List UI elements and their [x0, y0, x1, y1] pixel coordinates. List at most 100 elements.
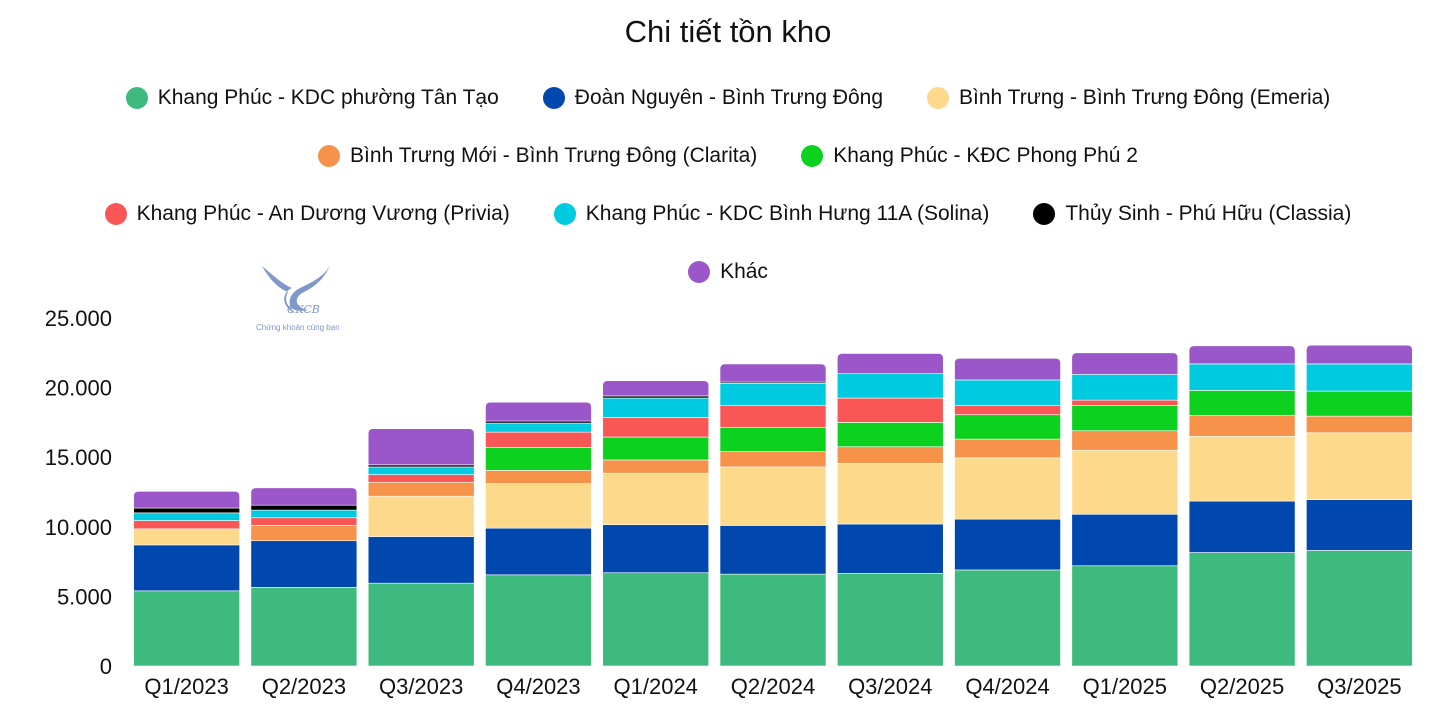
legend-item[interactable]: Khang Phúc - KĐC Phong Phú 2 [801, 144, 1138, 168]
legend-swatch [927, 87, 950, 109]
x-tick-label: Q3/2023 [379, 674, 463, 699]
bar-segment[interactable] [602, 459, 710, 474]
bar-segment[interactable] [1306, 550, 1413, 667]
bar-segment[interactable] [954, 358, 1061, 381]
bar-segment[interactable] [954, 379, 1061, 406]
bar-segment[interactable] [836, 397, 944, 423]
bar-segment[interactable] [1188, 390, 1296, 416]
bar-segment[interactable] [719, 525, 827, 575]
bar-segment[interactable] [1306, 499, 1413, 551]
bar-segment[interactable] [1306, 432, 1413, 500]
bar-segment[interactable] [1188, 415, 1296, 437]
legend-item[interactable]: Bình Trưng Mới - Bình Trưng Đông (Clarit… [318, 144, 757, 168]
bar-segment[interactable] [602, 436, 710, 461]
bar-segment[interactable] [719, 363, 827, 383]
bar-segment[interactable] [954, 518, 1061, 571]
bar-segment[interactable] [602, 395, 710, 399]
bar-segment[interactable] [133, 491, 240, 509]
bar-segment[interactable] [1071, 430, 1179, 451]
bar-segment[interactable] [836, 463, 944, 525]
bar-segment[interactable] [602, 397, 710, 418]
x-tick-label: Q2/2025 [1200, 674, 1284, 699]
bar-segment[interactable] [1071, 352, 1179, 375]
bar-segment[interactable] [719, 426, 827, 452]
bar-segment[interactable] [485, 420, 592, 424]
legend-item[interactable]: Khác [688, 260, 768, 284]
bar-segment[interactable] [836, 373, 944, 399]
bar-segment[interactable] [836, 353, 944, 374]
legend-label: Bình Trưng - Bình Trưng Đông (Emeria) [959, 86, 1331, 109]
bar-segment[interactable] [602, 524, 710, 574]
bar-segment[interactable] [250, 504, 358, 511]
bar-segment[interactable] [1306, 344, 1413, 365]
bar-segment[interactable] [367, 481, 475, 497]
bar-segment[interactable] [367, 582, 475, 667]
bar-segment[interactable] [367, 464, 475, 468]
bar-segment[interactable] [836, 523, 944, 574]
bar-segment[interactable] [836, 422, 944, 448]
bar-segment[interactable] [367, 428, 475, 466]
bar-segment[interactable] [1071, 399, 1179, 406]
bar-segment[interactable] [719, 573, 827, 667]
bar-segment[interactable] [367, 495, 475, 537]
bar-segment[interactable] [719, 451, 827, 468]
bar-segment[interactable] [485, 447, 592, 471]
legend-item[interactable]: Thủy Sinh - Phú Hữu (Classia) [1033, 202, 1351, 226]
bar-segment[interactable] [836, 446, 944, 464]
bar-segment[interactable] [1071, 513, 1179, 567]
bar-segment[interactable] [133, 520, 240, 530]
bar-segment[interactable] [1306, 415, 1413, 434]
legend-item[interactable]: Bình Trưng - Bình Trưng Đông (Emeria) [927, 86, 1330, 110]
legend-swatch [553, 203, 576, 225]
bar-segment[interactable] [1071, 565, 1179, 667]
bar-segment[interactable] [1071, 405, 1179, 432]
bar-segment[interactable] [1188, 436, 1296, 502]
bar-segment[interactable] [133, 528, 240, 546]
bar-segment[interactable] [250, 525, 358, 542]
bar-segment[interactable] [485, 422, 592, 433]
bar-segment[interactable] [1306, 363, 1413, 392]
legend-item[interactable]: Khang Phúc - KDC Bình Hưng 11A (Solina) [553, 202, 989, 226]
bar-segment[interactable] [954, 405, 1061, 416]
bar-segment[interactable] [954, 438, 1061, 459]
bar-segment[interactable] [1188, 363, 1296, 391]
bar-segment[interactable] [836, 573, 944, 667]
bar-segment[interactable] [602, 380, 710, 397]
bar-segment[interactable] [719, 466, 827, 526]
bar-segment[interactable] [719, 405, 827, 428]
bar-segment[interactable] [250, 540, 358, 588]
bar-segment[interactable] [485, 527, 592, 576]
bar-segment[interactable] [485, 574, 592, 667]
bar-segment[interactable] [485, 483, 592, 529]
bar-segment[interactable] [954, 457, 1061, 520]
bar-segment[interactable] [250, 509, 358, 519]
bar-segment[interactable] [133, 507, 240, 514]
legend-item[interactable]: Khang Phúc - KDC phường Tân Tạo [125, 86, 499, 110]
bar-segment[interactable] [602, 572, 710, 667]
bar-segment[interactable] [1188, 552, 1296, 667]
bar-segment[interactable] [485, 470, 592, 484]
legend-item[interactable]: Đoàn Nguyên - Bình Trưng Đông [542, 86, 883, 110]
bar-segment[interactable] [1071, 374, 1179, 401]
bar-segment[interactable] [602, 472, 710, 526]
bar-segment[interactable] [133, 590, 240, 667]
bar-segment[interactable] [133, 512, 240, 521]
bar-segment[interactable] [1188, 345, 1296, 365]
bar-segment[interactable] [250, 487, 358, 506]
bar-segment[interactable] [133, 544, 240, 592]
bar-segment[interactable] [954, 414, 1061, 440]
bar-segment[interactable] [367, 536, 475, 584]
bar-segment[interactable] [250, 587, 358, 667]
bar-segment[interactable] [602, 417, 710, 438]
bar-segment[interactable] [719, 383, 827, 406]
bar-segment[interactable] [367, 466, 475, 475]
bar-segment[interactable] [367, 474, 475, 483]
legend-item[interactable]: Khang Phúc - An Dương Vương (Privia) [104, 202, 510, 226]
bar-segment[interactable] [1306, 390, 1413, 417]
bar-segment[interactable] [954, 569, 1061, 667]
bar-segment[interactable] [250, 517, 358, 526]
bar-segment[interactable] [1188, 500, 1296, 553]
bar-segment[interactable] [485, 401, 592, 422]
bar-segment[interactable] [1071, 449, 1179, 515]
bar-segment[interactable] [485, 431, 592, 448]
